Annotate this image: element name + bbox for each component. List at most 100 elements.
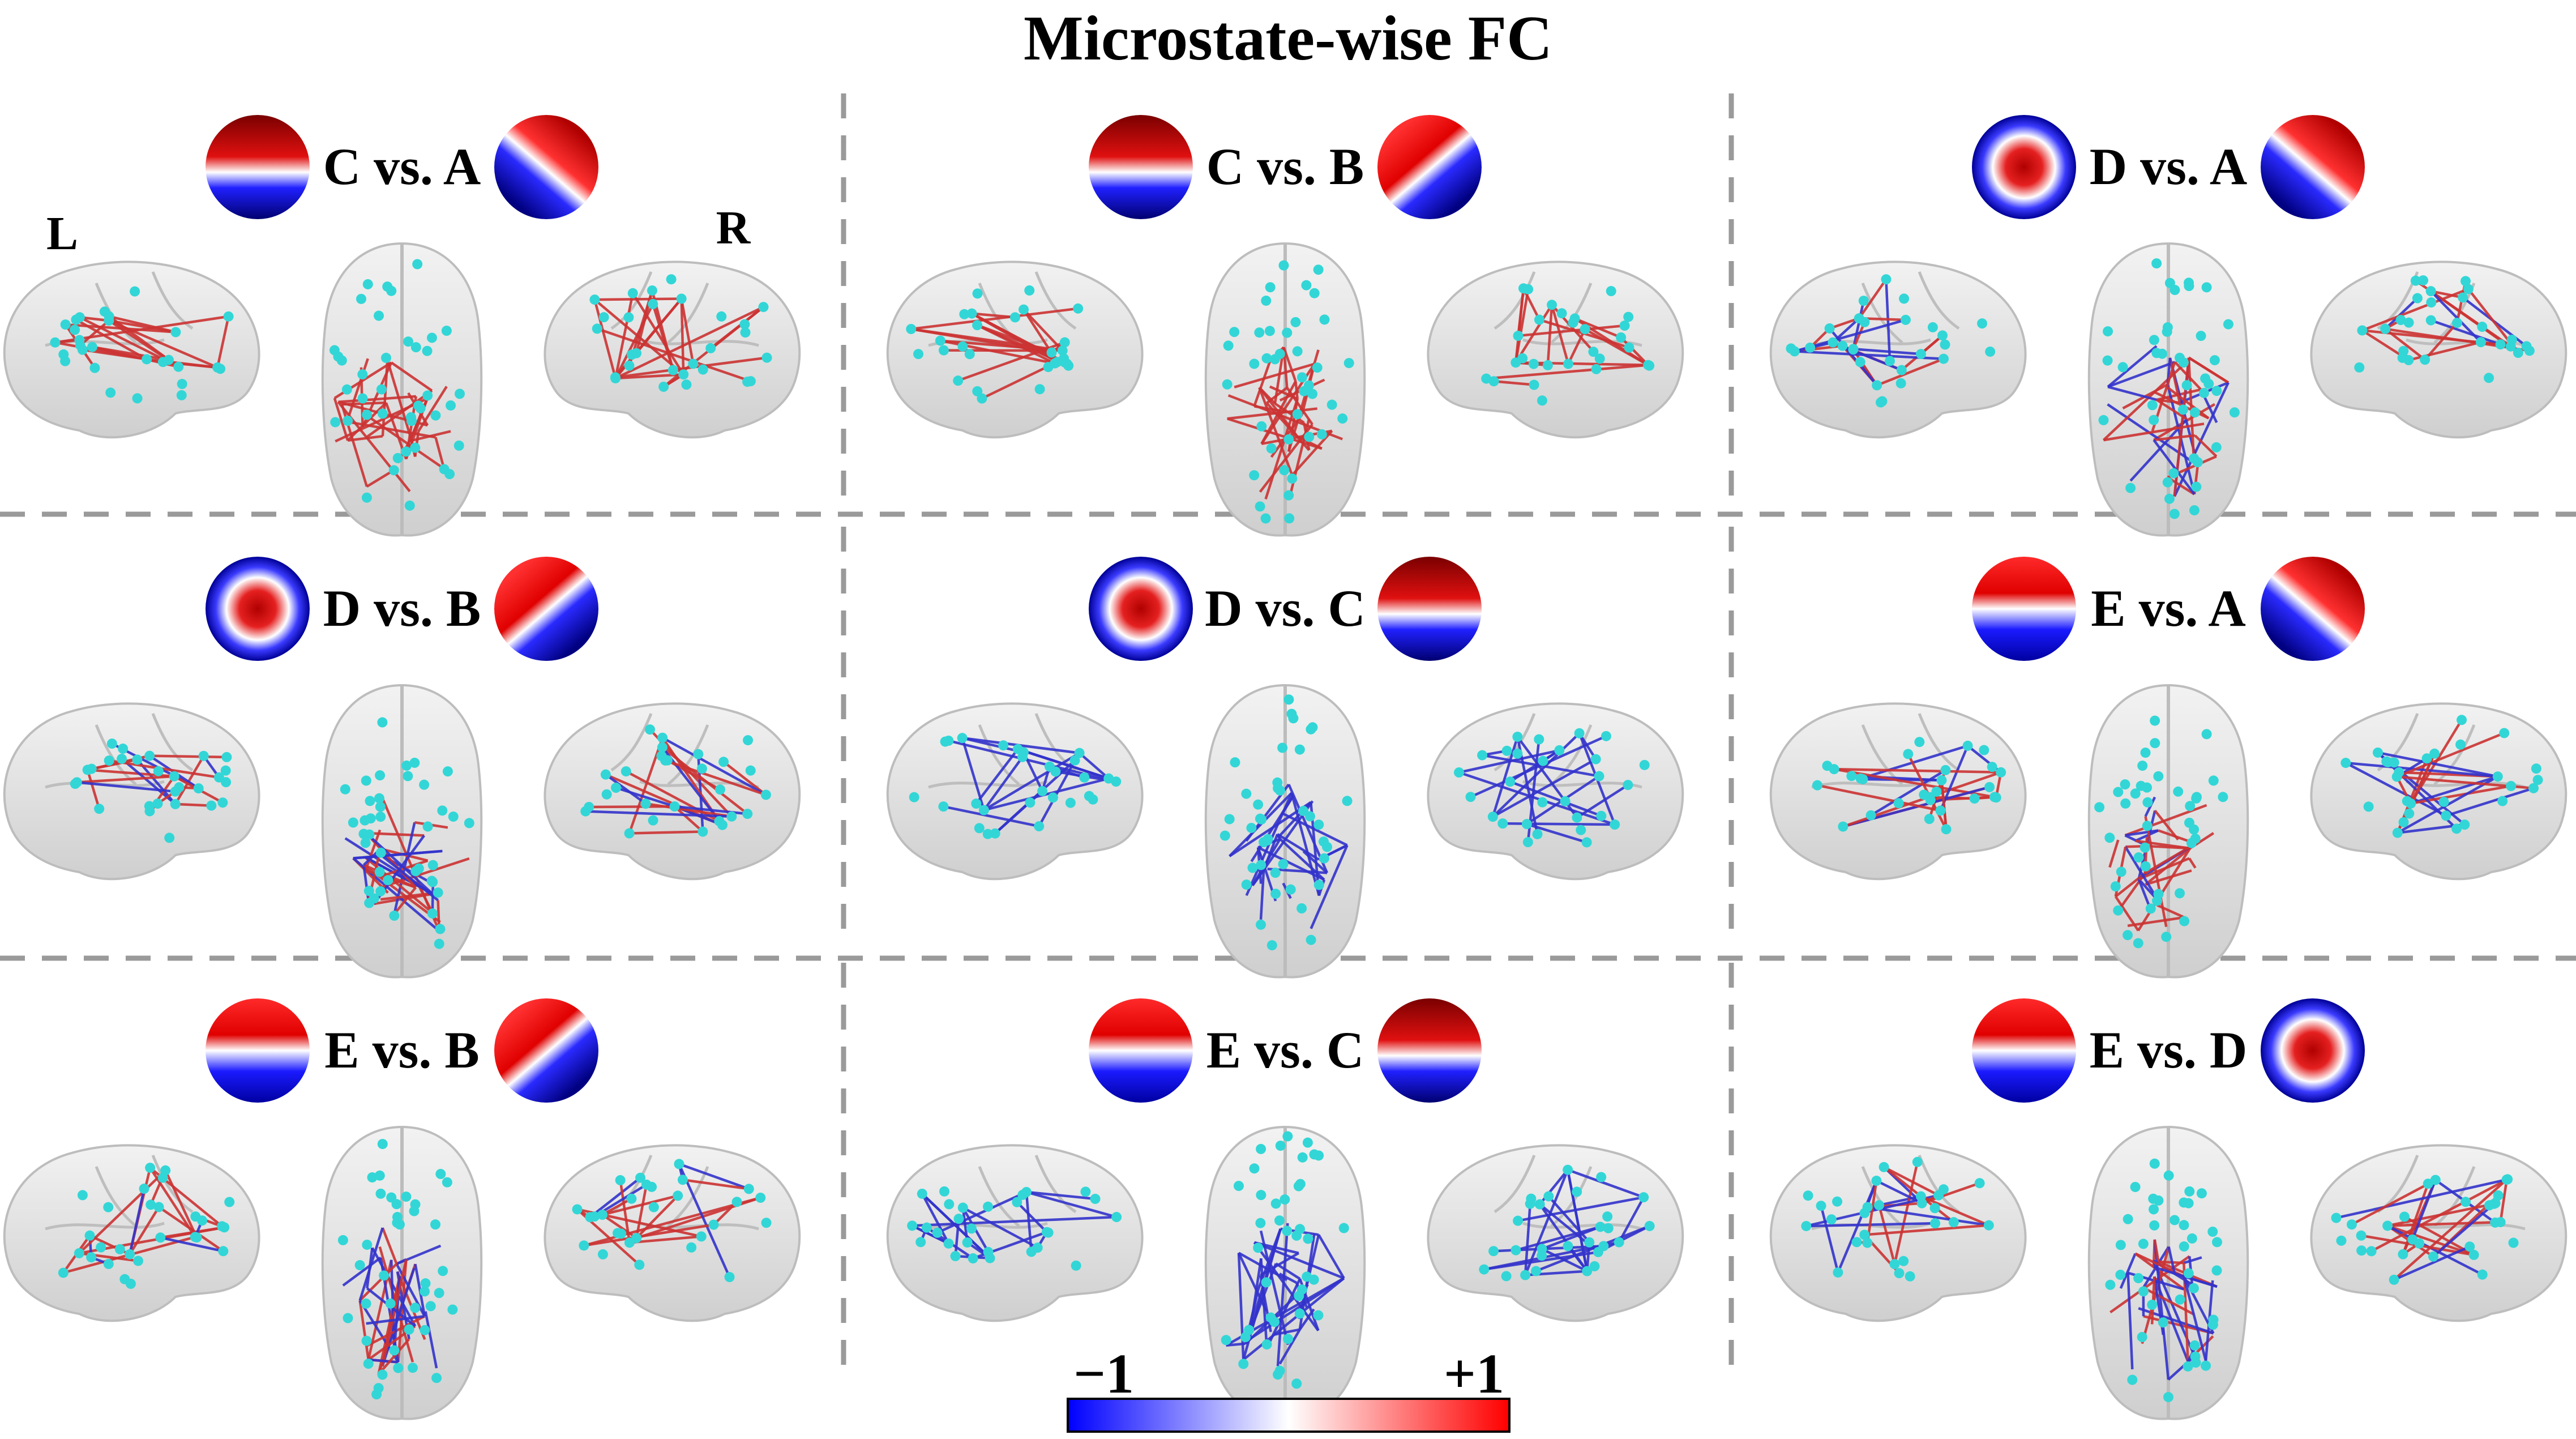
electrode-node [1313,264,1324,275]
topomap-A [2261,557,2365,661]
electrode-node [1046,347,1057,358]
electrode-node [1855,357,1865,368]
fc-edge [2173,382,2230,497]
fc-edge [2107,361,2176,388]
electrode-node [375,801,386,812]
electrode-node [1256,860,1266,870]
electrode-node [1915,349,1926,360]
electrode-node [2120,779,2130,790]
electrode-node [391,1199,402,1210]
fc-edge [585,810,732,818]
fc-edge [109,315,176,334]
electrode-node [1894,1268,1905,1279]
electrode-node [1313,819,1324,830]
electrode-node [1313,879,1324,890]
fc-edge [2188,356,2230,384]
electrode-node [2138,1239,2149,1249]
electrode-node [364,829,375,840]
fc-edge [1242,1277,1345,1361]
fc-edge [674,805,748,815]
topomap-E [206,998,310,1103]
electrode-node [1298,805,1309,816]
electrode-node [435,1169,446,1180]
electrode-node [1278,859,1289,869]
electrode-node [909,792,919,802]
electrode-node [1285,884,1296,895]
electrode-node [106,738,117,749]
electrode-node [962,1237,973,1248]
electrode-node [393,1363,404,1373]
fc-edge [128,1188,146,1255]
electrode-node [1874,1200,1885,1211]
electrode-node [74,1248,84,1258]
electrode-node [2153,1195,2164,1206]
electrode-node [1065,797,1076,808]
brain-top-view [2087,1125,2249,1420]
electrode-node [1838,821,1848,832]
electrode-node [647,285,657,296]
brain-lateral-silhouette [1769,261,2027,439]
electrode-node [1255,501,1265,512]
electrode-node [943,1238,954,1249]
fc-edge [943,805,1039,828]
electrode-node [2151,258,2162,269]
electrode-node [369,893,379,904]
brain-lateral-silhouette [2310,261,2568,439]
electrode-node [341,384,352,395]
fc-edge [75,318,148,361]
electrode-node [2189,407,2200,418]
electrode-node [2162,477,2173,488]
fc-edge [2153,439,2196,496]
electrode-node [1259,837,1269,848]
fc-edge [2145,869,2192,886]
panel-label: E vs. D [2090,1021,2248,1079]
electrode-node [743,1184,754,1194]
electrode-node [1274,1215,1285,1226]
electrode-node [1477,750,1488,761]
electrode-node [610,372,621,383]
fc-edge [1277,833,1320,861]
electrode-node [386,285,397,296]
electrode-node [1929,1203,1940,1214]
electrode-node [2140,861,2151,872]
electrode-node [1644,360,1655,371]
electrode-node [1996,767,2006,778]
electrode-node [1812,780,1823,791]
fc-edge [2445,787,2534,817]
fc-edge [593,299,617,379]
electrode-node [1256,1190,1266,1201]
fc-edge [1618,1197,1645,1243]
fc-edge [2138,857,2190,881]
electrode-node [2152,895,2163,906]
electrode-node [2179,1241,2189,1252]
brain-right-lateral [2310,702,2568,881]
electrode-node [403,336,414,347]
electrode-node [1302,1271,1312,1282]
electrode-node [1277,742,1288,753]
electrode-node [1537,797,1548,808]
electrode-node [2184,1186,2195,1197]
electrode-node [2336,1235,2347,1246]
electrode-node [2169,509,2180,519]
electrode-node [2145,903,2156,914]
electrode-node [1520,1270,1531,1280]
electrode-node [953,1214,964,1224]
electrode-node [1938,1184,1949,1195]
fc-edge [911,307,1079,331]
electrode-node [2394,767,2404,778]
panel: E vs. A [1769,557,2568,979]
fc-edge [386,360,413,441]
electrode-node [739,319,750,330]
electrode-node [2421,753,2432,764]
fc-edge [910,327,1063,352]
electrode-node [2116,866,2126,877]
electrode-node [1279,465,1290,476]
electrode-node [2340,758,2351,768]
electrode-node [716,311,727,322]
electrode-node [1644,1220,1655,1231]
electrode-node [2207,1320,2218,1330]
electrode-node [1272,777,1283,788]
electrode-node [724,1272,735,1283]
electrode-node [1017,1189,1028,1200]
